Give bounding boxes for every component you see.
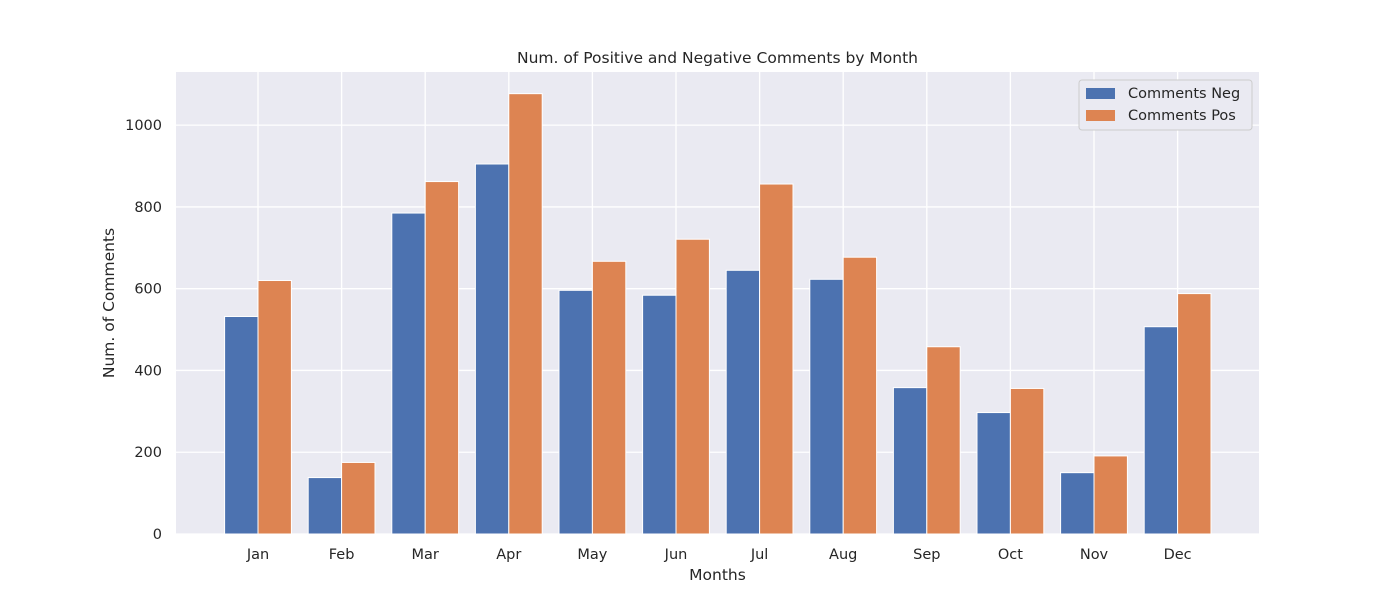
bar-pos-apr: [508, 93, 543, 535]
legend-swatch-pos: [1086, 110, 1115, 121]
bar-neg-jun: [642, 294, 677, 535]
x-tick-label: Aug: [829, 547, 857, 563]
x-tick-label: Jul: [750, 547, 769, 563]
x-tick-label: Dec: [1164, 547, 1192, 563]
x-tick-label: May: [577, 547, 607, 563]
bar-pos-jan: [257, 280, 292, 535]
legend-label-neg: Comments Neg: [1128, 86, 1240, 102]
bar-pos-nov: [1093, 455, 1128, 535]
x-tick-label: Mar: [412, 547, 439, 563]
y-axis-ticks: 0 200 400 600 800 1000: [125, 118, 162, 543]
x-tick-label: Oct: [998, 547, 1023, 563]
y-tick-label: 600: [134, 282, 162, 298]
bar-pos-dec: [1177, 293, 1212, 535]
bar-pos-aug: [842, 256, 878, 535]
y-axis-label: Num. of Comments: [100, 228, 118, 378]
bar-neg-sep: [892, 387, 928, 535]
x-tick-label: Feb: [329, 547, 355, 563]
x-tick-label: Nov: [1080, 547, 1109, 563]
bar-neg-mar: [391, 212, 426, 535]
bar-neg-jan: [224, 315, 259, 535]
chart-title: Num. of Positive and Negative Comments b…: [517, 49, 918, 67]
x-tick-label: Sep: [913, 547, 940, 563]
x-axis-label: Months: [689, 566, 746, 584]
y-tick-label: 1000: [125, 118, 162, 134]
bar-pos-sep: [926, 346, 961, 535]
y-tick-label: 0: [153, 527, 162, 543]
bar-pos-jul: [759, 183, 794, 535]
x-tick-label: Jan: [246, 547, 269, 563]
legend-box: [1078, 79, 1253, 131]
x-axis-ticks: Jan Feb Mar Apr May Jun Jul Aug Sep Oct Nov Dec: [246, 547, 1192, 563]
bar-pos-jun: [675, 238, 710, 535]
bar-neg-aug: [809, 278, 844, 535]
bars: [224, 93, 1212, 535]
bar-neg-nov: [1060, 472, 1095, 535]
bar-neg-apr: [474, 163, 510, 535]
legend: Comments Neg Comments Pos: [1078, 79, 1253, 131]
legend-swatch-neg: [1086, 88, 1115, 99]
bar-neg-oct: [976, 412, 1011, 535]
bar-pos-oct: [1009, 387, 1045, 535]
bar-neg-feb: [307, 477, 343, 535]
bar-pos-may: [591, 260, 627, 535]
y-tick-label: 200: [134, 445, 162, 461]
y-tick-label: 400: [134, 363, 162, 379]
legend-label-pos: Comments Pos: [1128, 108, 1236, 124]
bar-pos-mar: [424, 181, 460, 535]
x-tick-label: Jun: [664, 547, 688, 563]
bar-neg-may: [558, 289, 593, 535]
bar-pos-feb: [341, 461, 376, 535]
x-tick-label: Apr: [496, 547, 521, 563]
y-tick-label: 800: [134, 200, 162, 216]
bar-neg-dec: [1143, 326, 1179, 535]
plot-area: [176, 72, 1259, 534]
bar-neg-jul: [725, 269, 761, 535]
